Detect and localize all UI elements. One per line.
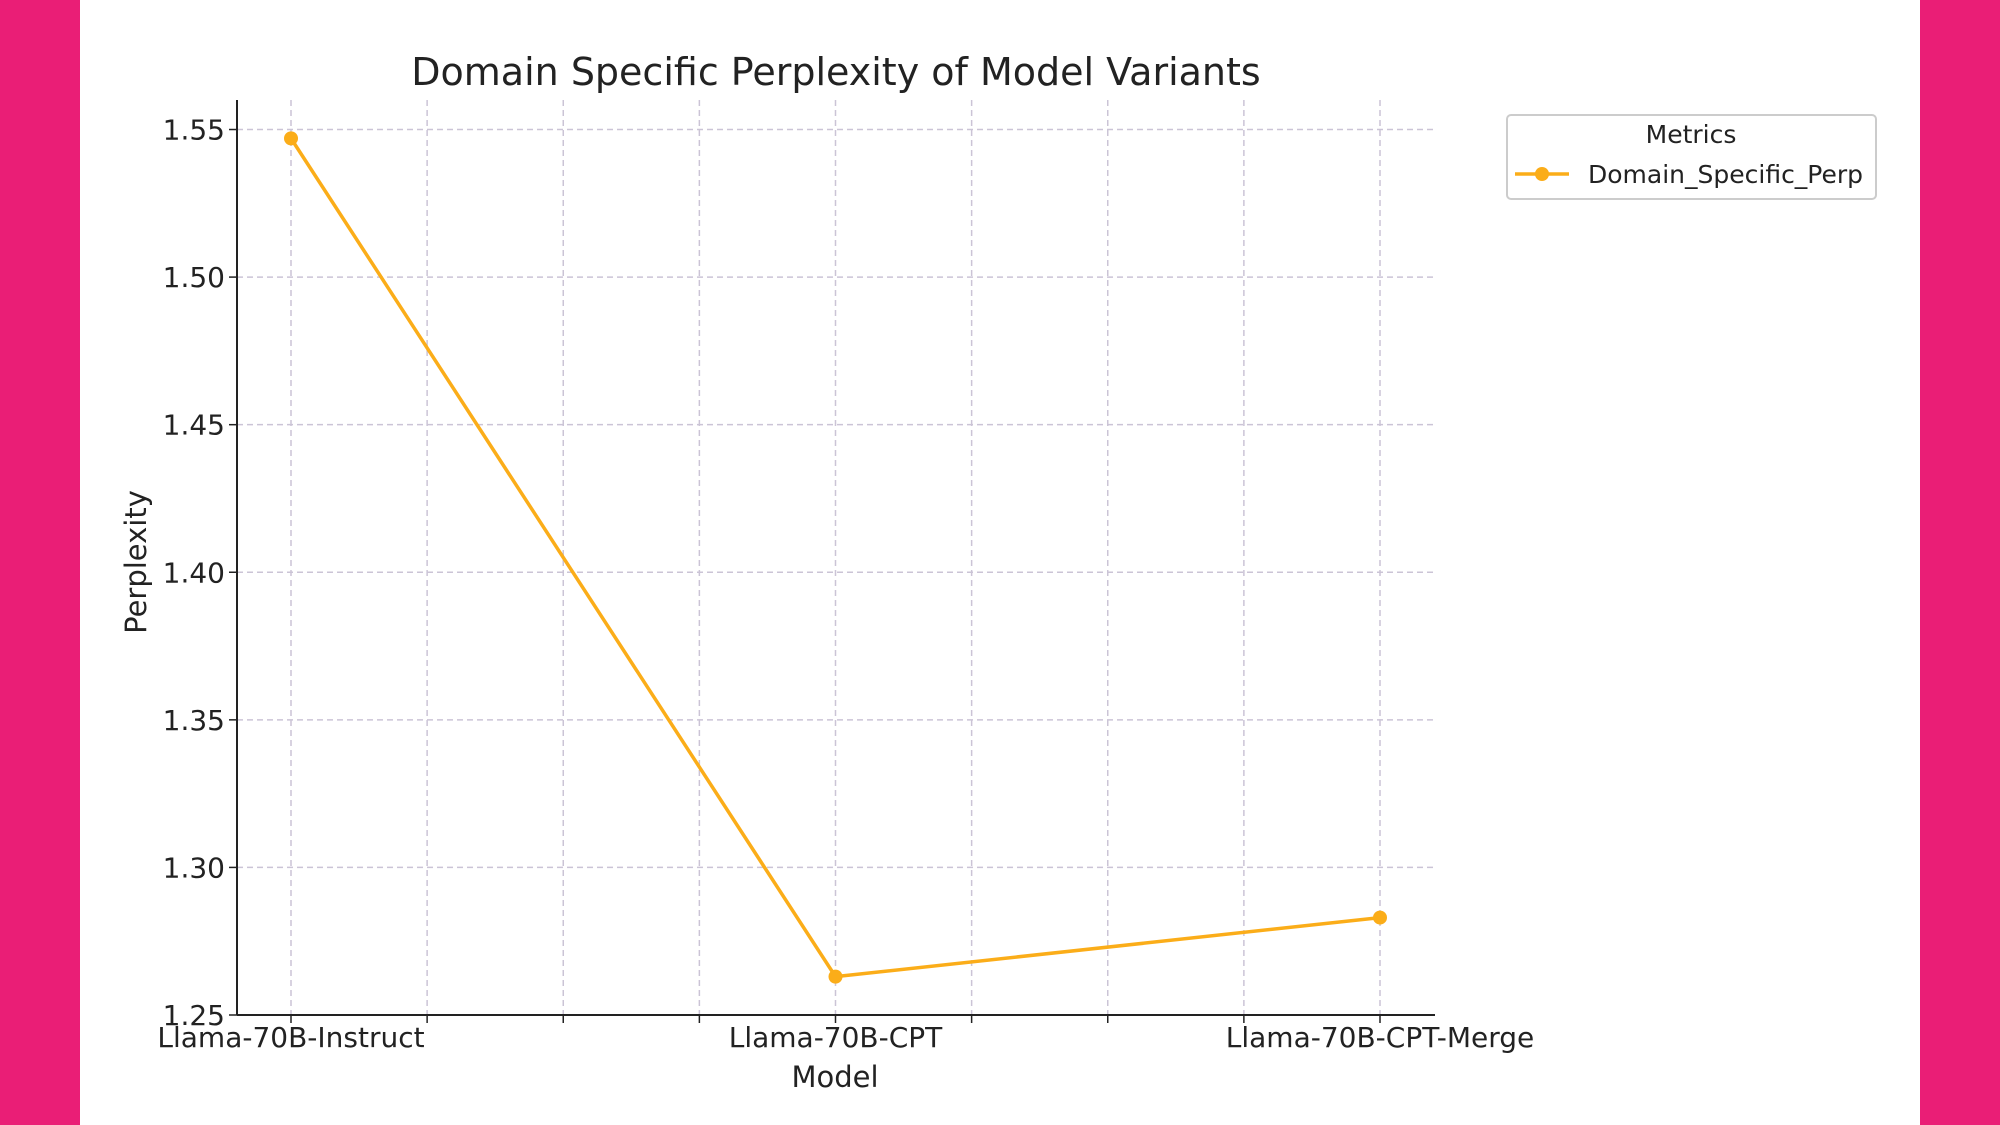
series-layer	[284, 131, 1387, 984]
x-tick-label: Llama-70B-CPT	[729, 1021, 943, 1054]
data-point	[828, 969, 843, 984]
y-tick-label: 1.50	[163, 261, 225, 294]
legend-series-marker	[1535, 167, 1549, 181]
y-tick-label: 1.30	[163, 851, 225, 884]
x-tick-label: Llama-70B-Instruct	[157, 1021, 424, 1054]
y-tick-label: 1.45	[163, 409, 225, 442]
x-tick-label: Llama-70B-CPT-Merge	[1226, 1021, 1535, 1054]
x-axis-label: Model	[791, 1060, 878, 1094]
grid-lines	[237, 100, 1435, 1015]
legend-title: Metrics	[1646, 120, 1737, 149]
y-axis-label: Perplexity	[119, 490, 153, 634]
data-point	[1373, 910, 1387, 925]
y-tick-label: 1.55	[163, 114, 225, 147]
axes	[229, 100, 1435, 1023]
data-point	[284, 131, 298, 146]
legend-box	[1506, 114, 1877, 200]
legend-series-label: Domain_Specific_Perp	[1588, 160, 1863, 189]
y-tick-label: 1.35	[163, 704, 225, 737]
left-accent-band	[0, 0, 80, 1125]
tick-labels: 1.25 1.30 1.35 1.40 1.45 1.50 1.55 Llama-70B-In…	[157, 114, 1534, 1054]
y-tick-label: 1.40	[163, 556, 225, 589]
legend: Metrics Domain_Specific_Perp	[1506, 114, 1877, 200]
right-accent-band	[1920, 0, 2000, 1125]
y-tick-label: 1.25	[163, 999, 225, 1032]
chart-title: Domain Specific Perplexity of Model Vari…	[411, 50, 1260, 94]
